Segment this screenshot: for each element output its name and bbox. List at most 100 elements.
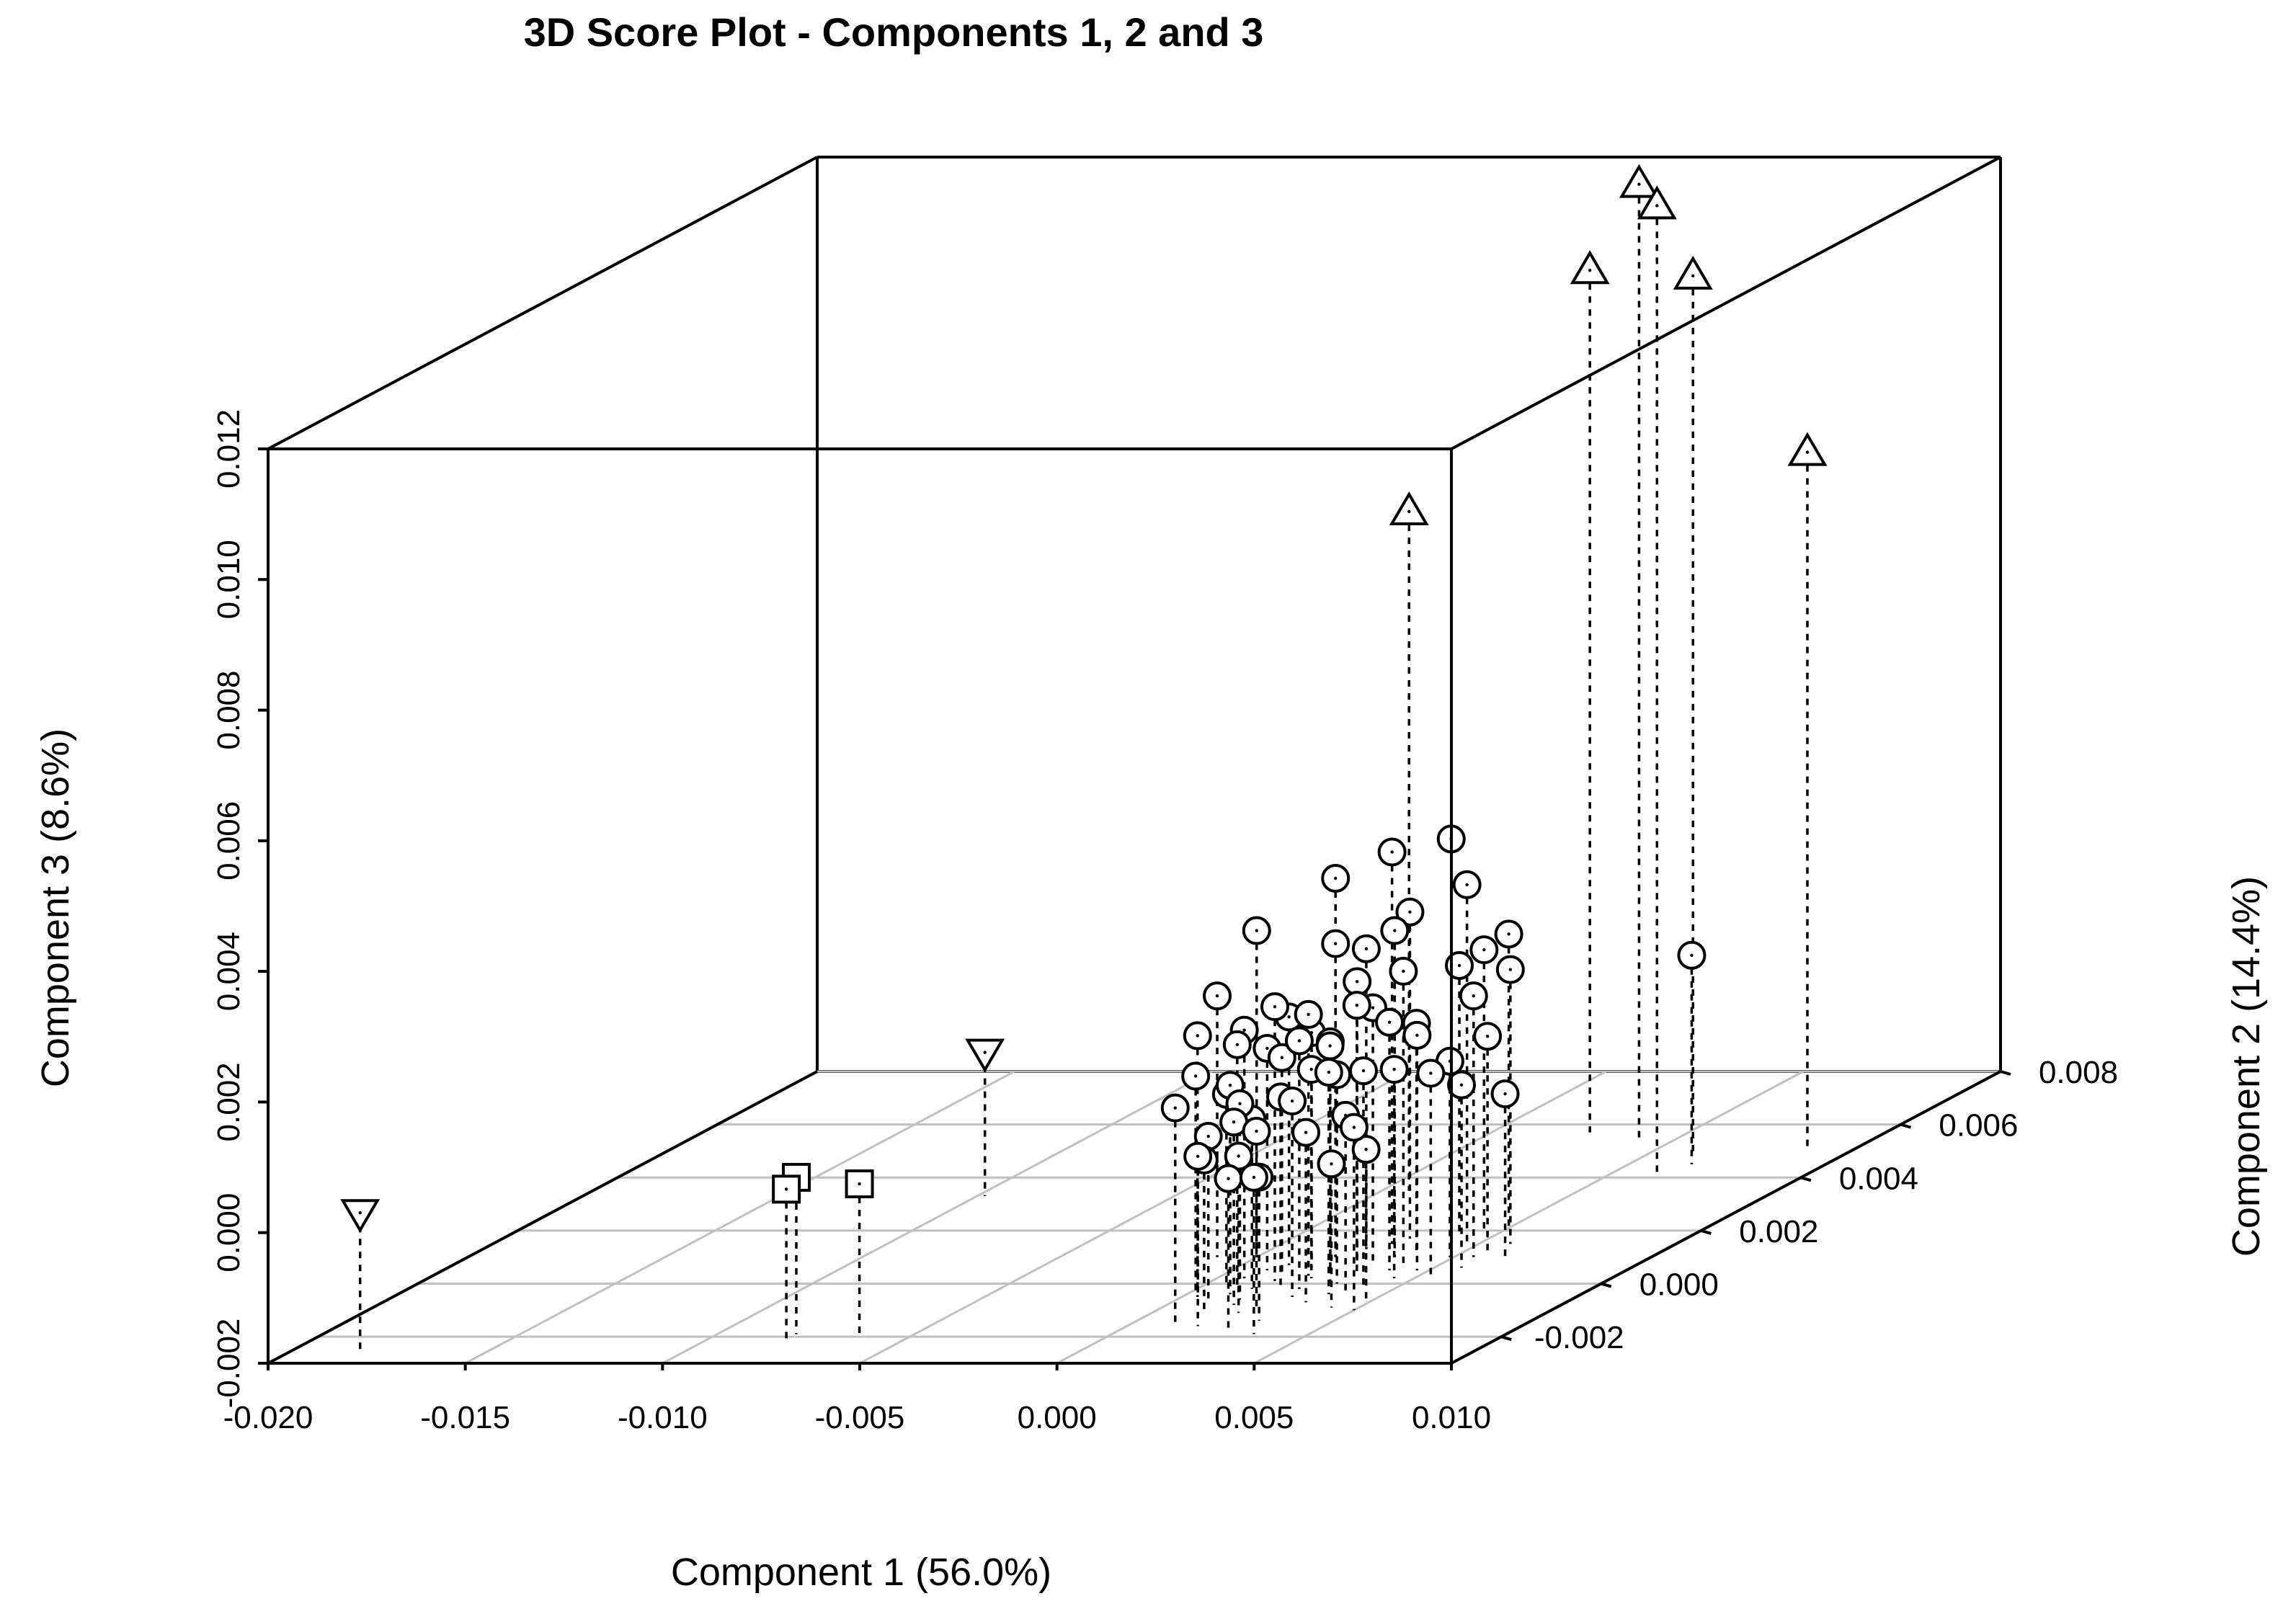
y-tick	[1500, 1335, 1512, 1342]
z-tick-label: 0.012	[211, 409, 246, 489]
up-triangle-marker	[1673, 255, 1713, 290]
data-point-circle	[1452, 870, 1482, 899]
data-point-circle	[1351, 934, 1381, 963]
center-dot	[1690, 953, 1694, 958]
x-tick-label: 0.010	[1412, 1400, 1491, 1435]
center-dot	[1407, 509, 1411, 514]
y-tick	[1700, 1229, 1712, 1235]
data-point-down-triangle	[340, 1199, 381, 1234]
center-dot	[1459, 1083, 1464, 1087]
z-tick-label: 0.006	[211, 801, 246, 880]
data-point-up-triangle	[1673, 255, 1713, 290]
center-dot	[1215, 994, 1219, 998]
center-dot	[1297, 1039, 1301, 1043]
center-dot	[1290, 1099, 1294, 1103]
center-dot	[1655, 204, 1659, 208]
data-point-square	[845, 1169, 874, 1199]
center-dot	[1255, 1129, 1258, 1133]
grid-line-depth	[464, 1070, 1015, 1365]
center-dot	[1387, 1020, 1392, 1024]
x-tick-label: 0.005	[1214, 1400, 1294, 1435]
data-point-circle	[1314, 1058, 1343, 1087]
data-point-circle	[1416, 1058, 1446, 1088]
data-point-circle	[1294, 999, 1323, 1029]
center-dot	[1472, 994, 1475, 998]
data-point-circle	[1351, 1135, 1381, 1164]
center-dot	[1361, 1069, 1366, 1073]
plot-box-back	[267, 156, 2002, 1073]
center-dot	[1402, 969, 1405, 973]
center-dot	[1196, 1034, 1199, 1038]
box-top-left-edge	[267, 156, 818, 450]
drop-lines	[358, 184, 1809, 1350]
data-point-circle	[1242, 1116, 1271, 1146]
center-dot	[1238, 1102, 1242, 1105]
center-dot	[1265, 1046, 1269, 1051]
center-dot	[1364, 947, 1369, 950]
y-tick-label: 0.006	[1939, 1108, 2018, 1143]
y-tick-label: 0.008	[2039, 1055, 2118, 1090]
x-tick-label: -0.010	[618, 1400, 708, 1435]
center-dot	[1507, 932, 1510, 936]
data-point-circle	[1379, 1055, 1409, 1084]
z-tick-label: 0.008	[211, 671, 246, 750]
center-dot	[1309, 1067, 1313, 1071]
center-dot	[1355, 980, 1359, 984]
center-dot	[1392, 1067, 1396, 1071]
data-point-square	[772, 1174, 801, 1204]
data-point-circle	[1377, 837, 1407, 867]
z-axis-label: Component 3 (8.6%)	[34, 728, 77, 1087]
data-point-circle	[1473, 1022, 1503, 1051]
data-point-circle	[1183, 1141, 1213, 1171]
z-tick-label: 0.004	[211, 932, 246, 1011]
center-dot	[1508, 968, 1513, 971]
data-point-circle	[1321, 929, 1351, 958]
down-triangle-marker	[340, 1199, 381, 1234]
data-point-circle	[1494, 919, 1523, 949]
center-dot	[1227, 1177, 1230, 1180]
data-point-circle	[1181, 1061, 1211, 1091]
center-dot	[1637, 182, 1641, 186]
center-dot	[858, 1182, 861, 1186]
data-point-circle	[1348, 1056, 1378, 1086]
data-point-circle	[1375, 1007, 1405, 1037]
x-axis-label: Component 1 (56.0%)	[671, 1551, 1051, 1594]
center-dot	[1457, 963, 1461, 968]
center-dot	[1482, 948, 1486, 952]
data-point-circle	[1389, 956, 1418, 986]
y-tick-label: 0.002	[1739, 1214, 1818, 1249]
data-point-up-triangle	[1619, 164, 1659, 198]
grid-line-depth	[1253, 1070, 1805, 1365]
center-dot	[1307, 1012, 1310, 1017]
center-dot	[1355, 1003, 1359, 1007]
center-dot	[983, 1051, 987, 1054]
center-dot	[1173, 1106, 1177, 1110]
down-triangle-marker	[965, 1038, 1005, 1073]
z-tick-label: 0.010	[211, 540, 246, 619]
y-tick-label: 0.000	[1639, 1267, 1719, 1303]
center-dot	[1255, 929, 1258, 932]
data-point-circle	[1160, 1093, 1190, 1123]
data-point-down-triangle	[965, 1038, 1005, 1073]
y-tick	[1900, 1123, 1912, 1129]
up-triangle-marker	[1637, 185, 1677, 220]
center-dot	[1273, 1004, 1277, 1009]
data-point-up-triangle	[1637, 185, 1677, 220]
center-dot	[1228, 1084, 1232, 1087]
grid-line-depth	[662, 1070, 1213, 1365]
data-point-circle	[1677, 940, 1707, 970]
x-tick-label: -0.005	[815, 1400, 905, 1435]
data-point-circle	[1239, 1162, 1268, 1192]
center-dot	[1206, 1134, 1210, 1138]
center-dot	[1304, 1131, 1308, 1134]
center-dot	[784, 1187, 788, 1191]
center-dot	[1408, 910, 1412, 914]
data-point-up-triangle	[1787, 432, 1828, 466]
center-dot	[1328, 1044, 1332, 1048]
data-point-circle	[1278, 1087, 1307, 1116]
center-dot	[1485, 1035, 1490, 1038]
center-dot	[1390, 850, 1394, 854]
data-point-up-triangle	[1389, 491, 1429, 525]
data-point-circle	[1315, 1031, 1345, 1061]
